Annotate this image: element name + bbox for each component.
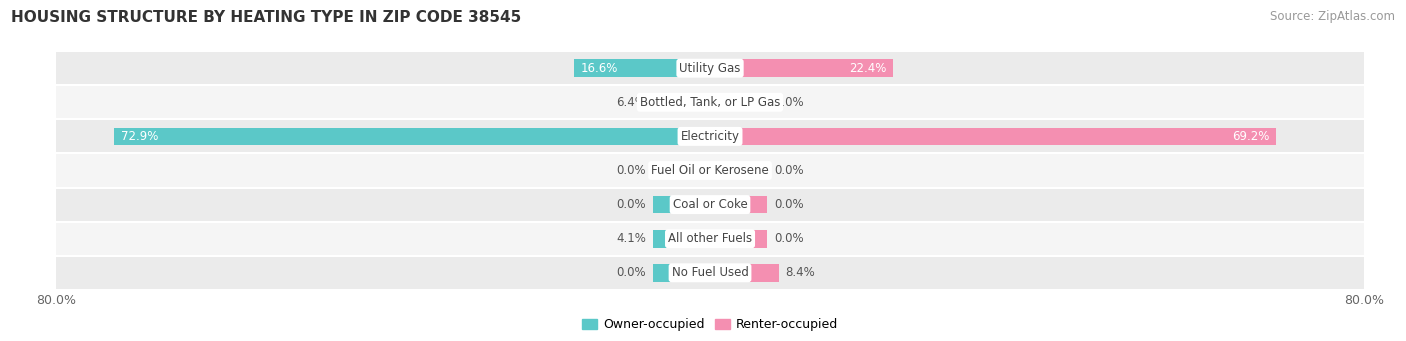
Bar [56, 223, 1364, 255]
Bar [652, 162, 710, 179]
Bar [56, 52, 1364, 84]
Text: 0.0%: 0.0% [773, 232, 803, 245]
Text: All other Fuels: All other Fuels [668, 232, 752, 245]
Bar [710, 196, 768, 213]
Bar [710, 162, 768, 179]
Bar [710, 264, 779, 282]
Bar [575, 59, 710, 77]
Bar [56, 154, 1364, 187]
Bar [56, 86, 1364, 118]
Text: 72.9%: 72.9% [121, 130, 159, 143]
Bar [56, 189, 1364, 221]
Text: 0.0%: 0.0% [617, 198, 647, 211]
Text: 0.0%: 0.0% [773, 164, 803, 177]
Text: Bottled, Tank, or LP Gas: Bottled, Tank, or LP Gas [640, 96, 780, 109]
Text: 69.2%: 69.2% [1232, 130, 1270, 143]
Text: 0.0%: 0.0% [617, 164, 647, 177]
Bar [652, 196, 710, 213]
Bar [710, 59, 893, 77]
Bar [652, 93, 710, 111]
Text: 8.4%: 8.4% [785, 266, 815, 279]
Text: Fuel Oil or Kerosene: Fuel Oil or Kerosene [651, 164, 769, 177]
Text: HOUSING STRUCTURE BY HEATING TYPE IN ZIP CODE 38545: HOUSING STRUCTURE BY HEATING TYPE IN ZIP… [11, 10, 522, 25]
Bar [652, 230, 710, 248]
Bar [56, 257, 1364, 289]
Legend: Owner-occupied, Renter-occupied: Owner-occupied, Renter-occupied [576, 313, 844, 336]
Bar [710, 230, 768, 248]
Text: 4.1%: 4.1% [616, 232, 647, 245]
Text: 0.0%: 0.0% [773, 198, 803, 211]
Text: 16.6%: 16.6% [581, 62, 619, 75]
Bar [114, 128, 710, 145]
Bar [710, 128, 1275, 145]
Text: Coal or Coke: Coal or Coke [672, 198, 748, 211]
Text: 6.4%: 6.4% [616, 96, 647, 109]
Text: Electricity: Electricity [681, 130, 740, 143]
Bar [652, 264, 710, 282]
Text: 22.4%: 22.4% [849, 62, 887, 75]
Text: 0.0%: 0.0% [617, 266, 647, 279]
Text: No Fuel Used: No Fuel Used [672, 266, 748, 279]
Text: Utility Gas: Utility Gas [679, 62, 741, 75]
Bar [710, 93, 768, 111]
Bar [56, 120, 1364, 152]
Text: 0.0%: 0.0% [773, 96, 803, 109]
Text: Source: ZipAtlas.com: Source: ZipAtlas.com [1270, 10, 1395, 23]
